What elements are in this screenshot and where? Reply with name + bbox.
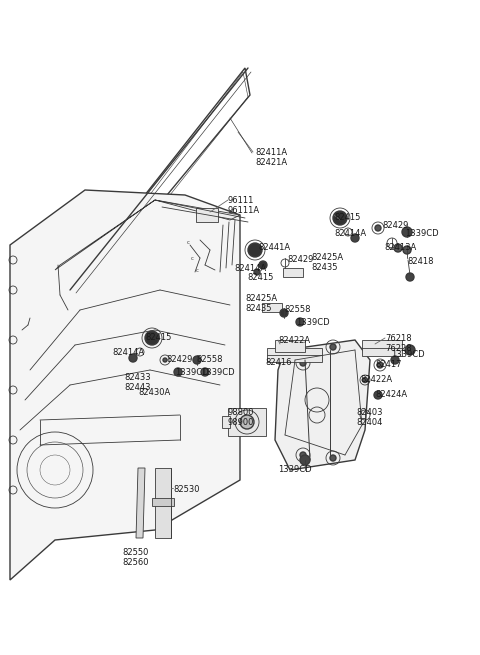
Text: 82441A: 82441A [258,243,290,252]
Text: 1339CD: 1339CD [296,318,330,327]
Text: 82425A
82435: 82425A 82435 [245,294,277,313]
Text: 82422A: 82422A [360,375,392,384]
Circle shape [193,356,201,364]
Text: c: c [187,240,190,246]
Bar [362,340,402,356]
Text: 82433
82443: 82433 82443 [124,373,151,392]
Text: 82415: 82415 [334,213,360,222]
Circle shape [259,261,267,269]
Circle shape [330,455,336,461]
Circle shape [374,391,382,399]
Circle shape [240,415,254,429]
Circle shape [377,362,383,368]
Text: 82424A: 82424A [375,390,407,399]
Bar [267,348,322,362]
Circle shape [405,345,415,355]
Bar [196,208,218,222]
Text: 82429: 82429 [166,355,192,364]
Polygon shape [55,200,240,270]
Text: 82414A: 82414A [334,229,366,238]
Text: 82429: 82429 [382,221,408,230]
Circle shape [300,452,306,458]
Text: 82422A: 82422A [278,336,310,345]
Text: 82414A: 82414A [234,264,266,273]
Text: 1339CD: 1339CD [278,465,312,474]
Circle shape [129,354,137,362]
Text: 82411A
82421A: 82411A 82421A [255,148,287,168]
Bar [155,468,171,538]
Text: 82415: 82415 [145,333,171,342]
Circle shape [296,318,304,326]
Text: 82417: 82417 [375,360,401,369]
Bar [262,303,282,312]
Bar [275,340,305,352]
Circle shape [248,243,262,257]
Text: 82558: 82558 [196,355,223,364]
Text: 1339CD: 1339CD [175,368,209,377]
Text: 1339CD: 1339CD [405,229,439,238]
Polygon shape [136,468,145,538]
Circle shape [394,244,402,252]
Circle shape [391,356,399,364]
Text: 82558: 82558 [284,305,311,314]
Circle shape [145,331,159,345]
Circle shape [174,368,182,376]
Text: 82403
82404: 82403 82404 [356,408,383,428]
Text: 82530: 82530 [173,485,200,494]
Text: 76218
76228: 76218 76228 [385,334,412,354]
Text: 82414A: 82414A [112,348,144,357]
Circle shape [362,377,368,383]
Circle shape [406,273,414,281]
Text: 82418: 82418 [407,257,433,266]
Text: 82550
82560: 82550 82560 [122,548,148,567]
Bar [228,408,266,436]
Text: 1339CD: 1339CD [201,368,235,377]
Circle shape [403,246,411,254]
Circle shape [375,225,381,231]
Bar [283,268,303,277]
Text: 96111
96111A: 96111 96111A [228,196,260,215]
Polygon shape [275,340,370,470]
Bar [152,498,174,506]
Text: c: c [195,267,199,272]
Circle shape [333,211,347,225]
Text: 82415: 82415 [247,273,274,282]
Circle shape [300,455,310,465]
Circle shape [201,368,209,376]
Circle shape [280,309,288,317]
Text: 1339CD: 1339CD [391,350,425,359]
Text: c: c [191,255,193,261]
Circle shape [300,360,306,366]
Text: 82430A: 82430A [138,388,170,397]
Circle shape [351,234,359,242]
Text: 82413A: 82413A [384,243,416,252]
Text: 82429: 82429 [287,255,313,264]
Circle shape [330,344,336,350]
Circle shape [402,227,412,237]
Text: 82416: 82416 [265,358,291,367]
Polygon shape [10,190,240,580]
Text: 82425A
82435: 82425A 82435 [311,253,343,272]
Bar [222,416,230,428]
Circle shape [163,358,167,362]
Circle shape [254,269,260,275]
Text: 98800
98900: 98800 98900 [228,408,254,428]
